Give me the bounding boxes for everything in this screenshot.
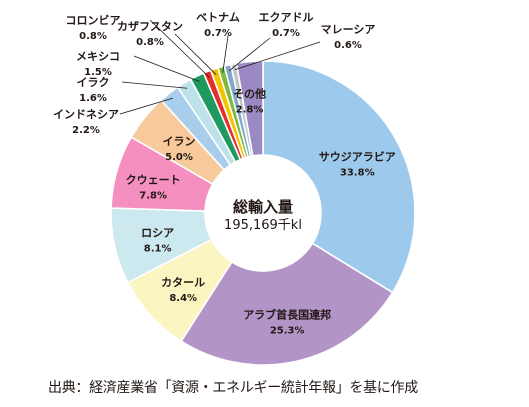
center-value: 195,169千kl [224, 218, 302, 233]
leader-line-7 [121, 81, 188, 89]
slice-label-7: イラク [77, 76, 110, 89]
leader-line-10 [174, 33, 217, 75]
slice-label-8: メキシコ [76, 50, 120, 63]
slice-label-13: マレーシア [321, 23, 376, 36]
slice-value-0: 33.8% [340, 167, 375, 178]
leader-line-8 [133, 55, 200, 82]
slice-label-10: カザフスタン [117, 20, 183, 33]
slice-value-1: 25.3% [270, 325, 305, 336]
leader-line-13 [234, 41, 321, 71]
slice-value-11: 0.7% [204, 28, 232, 39]
donut-slices [110, 60, 416, 366]
slice-label-0: サウジアラビア [319, 149, 396, 163]
leader-lines [119, 19, 321, 115]
slice-label-3: ロシア [141, 227, 174, 240]
donut-slice-14 [235, 60, 264, 157]
slice-label-5: イラン [162, 135, 195, 148]
center-title: 総輸入量 [233, 198, 293, 216]
slice-value-2: 8.4% [169, 293, 197, 304]
slice-value-9: 0.8% [79, 31, 107, 42]
slice-label-12: エクアドル [259, 11, 314, 24]
donut-slice-0 [262, 60, 416, 294]
slice-value-4: 7.8% [139, 190, 167, 201]
slice-label-1: アラブ首長国連邦 [243, 307, 331, 321]
slice-label-6: インドネシア [53, 108, 119, 121]
leader-line-9 [149, 19, 210, 78]
slice-label-11: ベトナム [196, 11, 240, 24]
slice-value-14: 2.8% [236, 104, 264, 115]
slice-label-4: クウェート [126, 173, 181, 186]
slice-value-10: 0.8% [136, 37, 164, 48]
slice-value-3: 8.1% [144, 244, 172, 255]
slice-label-14: その他 [233, 86, 266, 100]
slice-value-7: 1.6% [79, 93, 107, 104]
slice-value-5: 5.0% [165, 152, 193, 163]
source-note: 出典：経済産業省「資源・エネルギー統計年報」を基に作成 [48, 380, 418, 396]
slice-value-8: 1.5% [84, 67, 112, 78]
slice-label-2: カタール [161, 276, 205, 289]
slice-label-9: コロンビア [66, 13, 121, 27]
donut-slice-1 [180, 242, 394, 366]
leader-line-11 [222, 35, 229, 73]
slice-labels: サウジアラビア 33.8% アラブ首長国連邦 25.3% カタール 8.4% ロシア 8.1%… [53, 11, 396, 336]
slice-value-6: 2.2% [72, 125, 100, 136]
slice-value-12: 0.7% [272, 28, 300, 39]
slice-value-13: 0.6% [334, 40, 362, 51]
leader-line-12 [228, 37, 271, 72]
leader-line-6 [119, 97, 173, 115]
